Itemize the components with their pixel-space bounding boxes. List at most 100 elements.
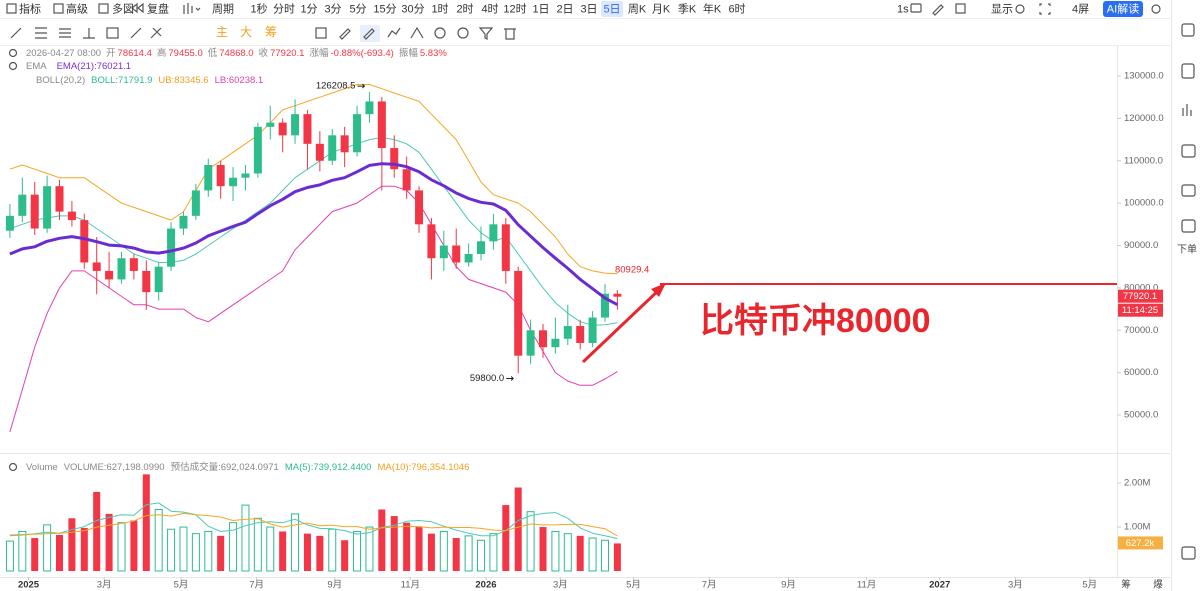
sidebar-button[interactable] bbox=[1181, 184, 1196, 197]
interval-button[interactable]: 1日 bbox=[532, 3, 549, 15]
channel-tool[interactable] bbox=[59, 28, 71, 38]
candle-body bbox=[67, 211, 76, 221]
screenshot-icon[interactable] bbox=[910, 3, 922, 13]
x-tick-label: 5月 bbox=[626, 580, 641, 591]
countdown-tag bbox=[1118, 303, 1163, 317]
candle-body bbox=[427, 224, 436, 259]
lock-tool[interactable] bbox=[457, 27, 469, 39]
active-tool-bg bbox=[360, 25, 380, 42]
multi-chart-icon[interactable] bbox=[98, 3, 109, 14]
candle-type-icon[interactable] bbox=[183, 3, 193, 14]
toolbar-button[interactable]: 1s bbox=[897, 3, 909, 15]
candle-body bbox=[439, 245, 448, 259]
window-icon[interactable] bbox=[955, 3, 966, 14]
interval-button[interactable]: 30分 bbox=[401, 2, 424, 15]
volume-bar bbox=[142, 474, 150, 571]
x-tick-label: 5月 bbox=[174, 580, 189, 591]
interval-button[interactable]: 周K bbox=[628, 2, 647, 15]
magnet-tool[interactable] bbox=[434, 27, 446, 39]
interval-button[interactable]: 1秒 bbox=[250, 1, 267, 15]
interval-button[interactable]: 5分 bbox=[349, 2, 366, 15]
y-tick-label: 50000.0 bbox=[1124, 410, 1158, 421]
period-button[interactable]: 周期 bbox=[212, 2, 234, 15]
toolbar-button[interactable]: 4屏 bbox=[1072, 2, 1089, 15]
interval-button[interactable]: 分时 bbox=[273, 2, 295, 15]
legend-toggle[interactable] bbox=[8, 462, 18, 472]
y-tick-label: 80000.0 bbox=[1124, 282, 1158, 293]
hline-tool[interactable] bbox=[35, 27, 47, 39]
sidebar-button[interactable] bbox=[1181, 219, 1196, 233]
replay-icon[interactable] bbox=[131, 2, 144, 14]
volume-bar bbox=[341, 540, 349, 571]
interval-button[interactable]: 1时 bbox=[431, 2, 448, 15]
annotation-pointer bbox=[357, 83, 366, 89]
legend-toggle[interactable] bbox=[8, 61, 18, 71]
sidebar-button[interactable] bbox=[1182, 104, 1192, 116]
candle-body bbox=[340, 135, 349, 153]
indicator-icon[interactable] bbox=[6, 3, 17, 14]
rect-tool[interactable] bbox=[106, 27, 119, 39]
pen-tool[interactable] bbox=[339, 28, 351, 40]
toolbar-button[interactable]: 指标 bbox=[19, 1, 41, 15]
candle-body bbox=[477, 241, 486, 254]
y-tick-label: 110000.0 bbox=[1124, 155, 1163, 166]
legend-item: BOLL(20,2) bbox=[36, 75, 85, 86]
wave-tool[interactable] bbox=[387, 27, 401, 38]
sidebar-button[interactable] bbox=[1181, 144, 1196, 158]
toolbar-button[interactable]: 高级 bbox=[66, 1, 88, 15]
toolbar-button[interactable]: 显示 bbox=[991, 2, 1013, 15]
dropdown-icon[interactable] bbox=[195, 7, 201, 11]
fib-tool[interactable] bbox=[83, 28, 95, 39]
volume-bar bbox=[56, 534, 64, 571]
draw-icon[interactable] bbox=[932, 4, 944, 16]
x-tick-label: 2026 bbox=[475, 580, 496, 591]
sidebar-button[interactable] bbox=[1181, 546, 1196, 560]
interval-button[interactable]: 5日 bbox=[603, 3, 620, 15]
x-tick-label: 3月 bbox=[1008, 580, 1023, 591]
interval-button[interactable]: 6时 bbox=[728, 2, 745, 15]
quick-tool[interactable]: 大 bbox=[240, 25, 252, 39]
toolbar-button[interactable]: 多図 bbox=[112, 1, 134, 15]
legend-toggle[interactable] bbox=[8, 48, 18, 58]
interval-button[interactable]: 2时 bbox=[456, 2, 473, 15]
interval-button[interactable]: 3分 bbox=[324, 2, 341, 15]
order-label[interactable]: 下单 bbox=[1177, 244, 1197, 256]
filter-tool[interactable] bbox=[478, 27, 494, 40]
share-icon[interactable] bbox=[1151, 4, 1161, 14]
triangle-tool[interactable] bbox=[410, 26, 424, 39]
candle-body bbox=[129, 258, 138, 271]
quick-tool[interactable]: 主 bbox=[216, 25, 228, 39]
x-tick-label: 5月 bbox=[1082, 580, 1097, 591]
interval-button[interactable]: 月K bbox=[652, 3, 671, 15]
sidebar-button[interactable] bbox=[1181, 23, 1195, 37]
volume-bar bbox=[477, 539, 486, 572]
delete-tool[interactable] bbox=[504, 28, 516, 40]
volume-bar bbox=[241, 504, 250, 572]
settings-icon[interactable] bbox=[1015, 4, 1025, 14]
interval-button[interactable]: 2日 bbox=[556, 3, 573, 15]
interval-button[interactable]: 季K bbox=[678, 2, 697, 15]
interval-button[interactable]: 1分 bbox=[300, 2, 317, 15]
legend-item: BOLL:71791.9 bbox=[91, 75, 152, 86]
legend: 2026-04-27 08:00 开 78614.4 高 79455.0 低 74868.0… bbox=[26, 47, 447, 59]
interval-button[interactable]: 年K bbox=[703, 1, 722, 15]
sidebar-button[interactable] bbox=[1181, 63, 1195, 79]
copy-tool[interactable] bbox=[315, 27, 327, 39]
ai-button-bg[interactable] bbox=[1103, 1, 1143, 17]
fullscreen-icon[interactable] bbox=[1039, 3, 1051, 15]
volume-bar bbox=[105, 513, 113, 571]
ray-tool[interactable] bbox=[130, 27, 142, 39]
interval-button[interactable]: 15分 bbox=[373, 2, 396, 15]
ai-button[interactable]: AI解读 bbox=[1107, 1, 1139, 15]
quick-tool[interactable]: 筹 bbox=[265, 25, 277, 39]
interval-button[interactable]: 3日 bbox=[580, 3, 597, 15]
candle-body bbox=[514, 270, 523, 356]
legend-item: 振幅 bbox=[399, 47, 419, 59]
line-tool[interactable] bbox=[10, 27, 22, 39]
interval-button[interactable]: 4时 bbox=[481, 2, 498, 15]
brush-tool[interactable] bbox=[363, 28, 375, 40]
interval-button[interactable]: 12时 bbox=[503, 2, 526, 15]
advanced-icon[interactable] bbox=[53, 3, 64, 14]
toolbar-button[interactable]: 复盘 bbox=[147, 1, 169, 15]
cross-tool[interactable] bbox=[150, 27, 162, 39]
